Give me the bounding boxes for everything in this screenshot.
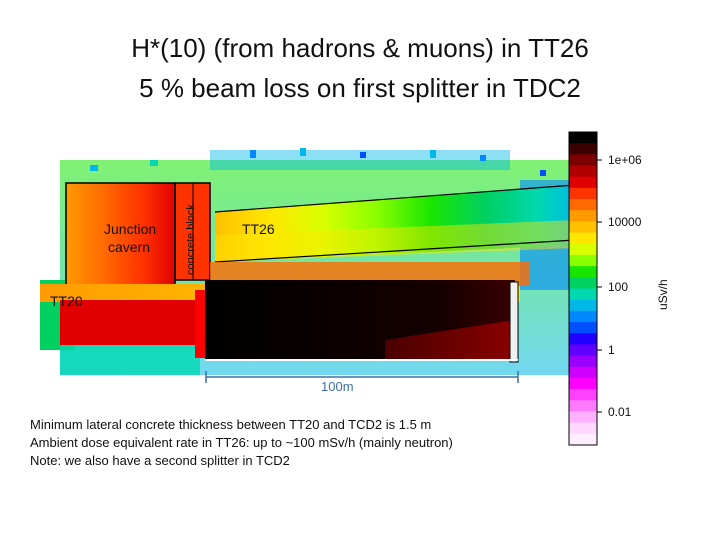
colorbar-segment [569, 266, 597, 278]
slide-title-line-2: 5 % beam loss on first splitter in TDC2 [139, 73, 581, 103]
colorbar-segment [569, 400, 597, 412]
tt26-tunnel-dose [215, 185, 575, 262]
colorbar-segment [569, 299, 597, 312]
concrete-block-label: concrete block [185, 204, 197, 275]
colorbar-segment [569, 344, 597, 357]
junction-cavern-label-line-1: Junction [104, 221, 157, 237]
colorbar-tick-marks [597, 159, 602, 413]
colorbar-segment [569, 389, 597, 401]
colorbar-segment [569, 221, 597, 234]
junction-cavern-label-line-2: cavern [108, 239, 151, 255]
note-line: Minimum lateral concrete thickness betwe… [30, 417, 432, 432]
colorbar-tick-label: 0.01 [608, 405, 632, 419]
colorbar-segment [569, 355, 597, 368]
splitter-wall [509, 281, 519, 363]
colorbar-segment [569, 422, 597, 435]
colorbar-segment [569, 366, 597, 379]
colorbar-tick-label: 10000 [608, 215, 642, 229]
colorbar-segment [569, 333, 597, 345]
colorbar-segment [569, 277, 597, 289]
colorbar-segment [569, 411, 597, 424]
colorbar-segment [569, 154, 597, 167]
colorbar-segment [569, 199, 597, 211]
colorbar-segment [569, 176, 597, 189]
tt26-label: TT26 [242, 221, 275, 237]
notes-block: Minimum lateral concrete thickness betwe… [30, 416, 590, 470]
slide-title-line-1: H*(10) (from hadrons & muons) in TT26 [131, 33, 589, 63]
colorbar-segment [569, 132, 597, 144]
colorbar-segment [569, 143, 597, 155]
colorbar-segment [569, 288, 597, 301]
junction-cavern-dose [66, 183, 175, 285]
colorbar [568, 131, 598, 446]
colorbar-segment [569, 165, 597, 178]
note-line: Note: we also have a second splitter in … [30, 453, 290, 468]
colorbar-tick-label: 1e+06 [608, 153, 642, 167]
colorbar-segment [569, 377, 597, 390]
colorbar-segment [569, 187, 597, 200]
scale-bar [205, 371, 519, 383]
colorbar-tick-label: 100 [608, 280, 629, 294]
colorbar-tick-label: 1 [608, 343, 615, 357]
colorbar-segment [569, 210, 597, 222]
colorbar-segment [569, 310, 597, 323]
colorbar-unit-label: uSv/h [656, 279, 670, 310]
colorbar-segment [569, 232, 597, 245]
colorbar-segment [569, 243, 597, 256]
tt20-label: TT20 [50, 293, 83, 309]
colorbar-segment [569, 254, 597, 267]
colorbar-border [568, 131, 598, 446]
colorbar-segment [569, 433, 597, 446]
colorbar-segment [569, 322, 597, 334]
note-line: Ambient dose equivalent rate in TT26: up… [30, 435, 453, 450]
scale-bar-label: 100m [321, 379, 354, 394]
